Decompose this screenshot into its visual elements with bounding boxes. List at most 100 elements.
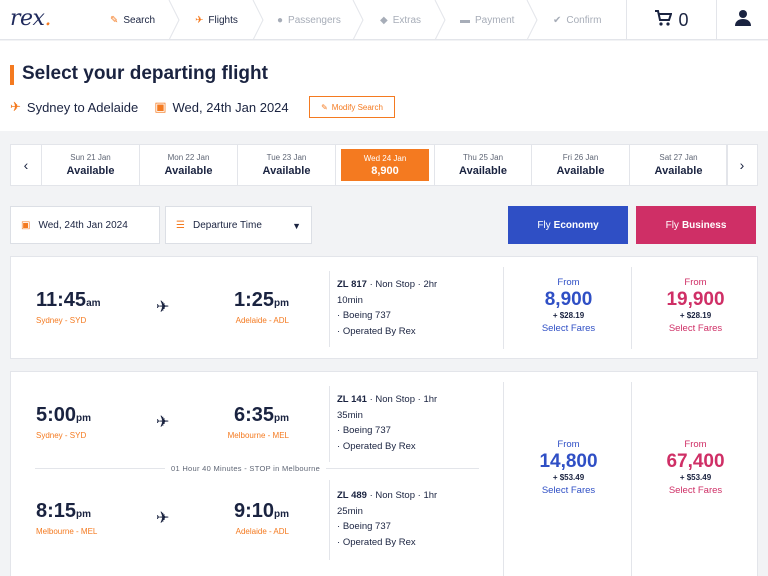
date-price: 8,900 [371,165,399,177]
chevron-separator-icon [433,0,447,40]
account-button[interactable] [716,0,768,40]
date-filter-text: Wed, 24th Jan 2024 [38,219,128,231]
step-label: Extras [392,14,422,26]
fare-price: 8,900 [544,289,593,310]
date-option-selected[interactable]: Wed 24 Jan 8,900 [341,149,429,181]
duration: 1hr [423,490,438,501]
aircraft: Boeing 737 [342,310,391,321]
step-label: Confirm [566,14,602,26]
operator: Operated By Rex [342,325,416,337]
fly-business-tab[interactable]: Fly Business [636,206,756,244]
cabin-prefix: Fly [537,219,551,231]
date-option[interactable]: Sat 27 Jan Available [630,145,728,185]
departure-airport: Sydney - SYD [36,316,87,325]
fare-tax: + $28.19 [552,311,585,320]
plane-icon: ✈ [156,510,170,527]
step-confirm[interactable]: ✔ Confirm [553,0,601,40]
chevron-separator-icon [167,0,181,40]
fare-from: From [557,439,580,450]
departure-airport: Melbourne - MEL [36,527,98,536]
select-fares-link[interactable]: Select Fares [668,485,723,496]
divider [503,382,504,576]
date-selector: ‹ Sun 21 Jan Available Mon 22 Jan Availa… [10,144,758,186]
plane-icon: ✈ [156,414,170,431]
chevron-separator-icon [351,0,365,40]
duration-minutes: 10min [337,294,363,306]
step-label: Flights [208,14,238,26]
search-date-text: Wed, 24th Jan 2024 [172,99,289,115]
date-label: Wed 24 Jan [363,154,407,163]
previous-dates-button[interactable]: ‹ [11,145,42,185]
economy-fare[interactable]: From 8,900 + $28.19 Select Fares [505,277,632,334]
arrival-time: 1:25pm [233,289,289,311]
person-icon: ● [277,14,284,26]
fare-from: From [557,277,580,288]
step-search[interactable]: ✎ Search [110,0,155,40]
calendar-icon: ▣ [21,219,31,231]
flight-details: ZL 489 · Non Stop · 1hr 25min · Boeing 7… [337,488,477,550]
fare-tax: + $53.49 [679,473,712,482]
date-status: Available [556,165,605,177]
flight-number: ZL 141 [337,394,367,405]
economy-fare[interactable]: From 14,800 + $53.49 Select Fares [505,439,632,496]
departure-airport: Sydney - SYD [36,431,87,440]
date-status: Available [164,165,213,177]
flight-card: 5:00pm Sydney - SYD ✈ 6:35pm Melbourne -… [10,371,758,576]
chevron-right-icon: › [739,157,745,173]
step-flights[interactable]: ✈ Flights [195,0,238,40]
business-fare[interactable]: From 67,400 + $53.49 Select Fares [632,439,759,496]
logo-dot: . [44,6,51,31]
chevron-separator-icon [525,0,539,40]
operator: Operated By Rex [342,440,416,452]
cart-icon [654,9,673,31]
operator: Operated By Rex [342,536,416,548]
date-label: Sun 21 Jan [70,153,111,162]
step-label: Search [123,14,156,26]
date-option[interactable]: Fri 26 Jan Available [532,145,630,185]
fare-from: From [684,439,707,450]
cabin-label: Economy [553,219,599,231]
modify-search-button[interactable]: ✎ Modify Search [309,96,395,118]
business-fare[interactable]: From 19,900 + $28.19 Select Fares [632,277,759,334]
date-option[interactable]: Thu 25 Jan Available [434,145,532,185]
arrival-airport: Melbourne - MEL [227,431,289,440]
divider [329,271,330,347]
step-extras[interactable]: ◆ Extras [380,0,421,40]
flight-segment: 11:45am Sydney - SYD ✈ 1:25pm Adelaide -… [11,257,501,353]
tag-icon: ◆ [380,14,388,26]
flight-details: ZL 141 · Non Stop · 1hr 35min · Boeing 7… [337,392,477,454]
cabin-prefix: Fly [665,219,679,231]
arrival-time: 9:10pm [233,500,289,522]
stops: Non Stop [375,394,416,405]
departure-time: 11:45am [36,289,101,311]
divider [631,267,632,349]
cart-button[interactable]: 0 [626,0,716,40]
pencil-icon: ✎ [110,14,119,26]
arrival-airport: Adelaide - ADL [235,527,289,536]
rex-logo[interactable]: rex. [10,6,51,31]
flight-segment: 5:00pm Sydney - SYD ✈ 6:35pm Melbourne -… [11,372,501,468]
select-fares-link[interactable]: Select Fares [541,323,596,334]
date-filter[interactable]: ▣ Wed, 24th Jan 2024 [10,206,160,244]
date-status: Available [459,165,507,177]
sort-dropdown[interactable]: ☰ Departure Time ▼ [165,206,312,244]
date-option[interactable]: Mon 22 Jan Available [140,145,238,185]
card-icon: ▬ [460,14,470,26]
next-dates-button[interactable]: › [726,145,757,185]
select-fares-link[interactable]: Select Fares [668,323,723,334]
cart-count: 0 [678,9,689,30]
flight-card: 11:45am Sydney - SYD ✈ 1:25pm Adelaide -… [10,256,758,359]
date-label: Thu 25 Jan [462,153,504,162]
step-passengers[interactable]: ● Passengers [277,0,341,40]
fare-tax: + $28.19 [679,311,712,320]
fly-economy-tab[interactable]: Fly Economy [508,206,628,244]
calendar-icon: ▣ [154,99,167,114]
select-fares-link[interactable]: Select Fares [541,485,596,496]
search-summary: ✈ Sydney to Adelaide ▣ Wed, 24th Jan 202… [10,99,289,115]
plane-icon: ✈ [195,14,204,26]
date-option[interactable]: Sun 21 Jan Available [42,145,140,185]
step-payment[interactable]: ▬ Payment [460,0,514,40]
date-status: Available [654,165,703,177]
page-header: Select your departing flight ✈ Sydney to… [0,41,768,131]
date-option[interactable]: Tue 23 Jan Available [238,145,336,185]
